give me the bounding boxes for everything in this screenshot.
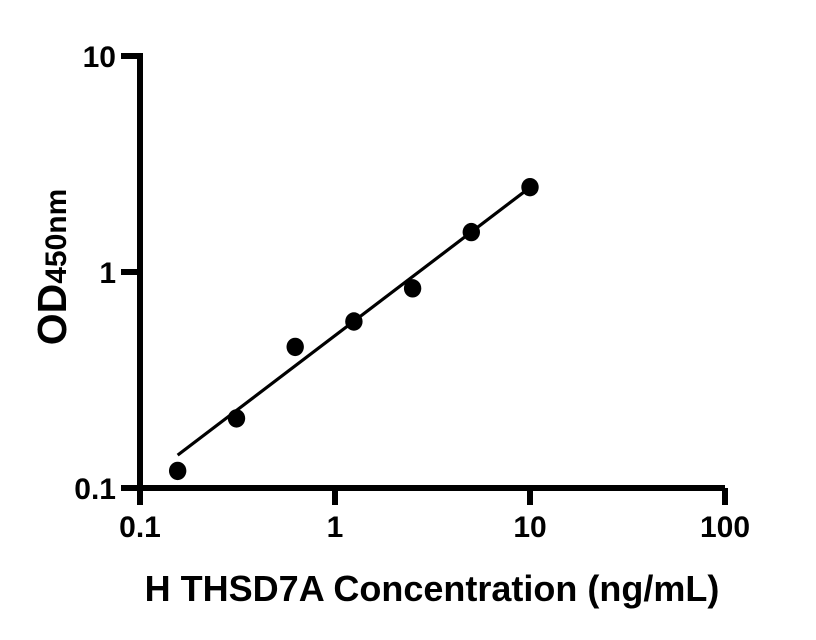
x-axis-ticks: 0.1 1 10 100	[119, 488, 750, 544]
x-tick-label: 1	[327, 511, 344, 544]
data-point	[403, 279, 422, 298]
x-tick-label: 0.1	[119, 511, 161, 544]
y-axis-ticks: 0.1 1 10	[74, 41, 143, 506]
data-point	[345, 312, 363, 331]
y-axis-title-subscript: 450nm	[40, 189, 73, 284]
y-axis-title-main: OD	[29, 284, 75, 346]
data-point	[227, 409, 246, 428]
y-axis-title: OD450nm	[29, 189, 75, 346]
data-point	[521, 177, 539, 197]
x-axis-title: H THSD7A Concentration (ng/mL)	[145, 568, 720, 609]
data-point	[462, 222, 480, 242]
data-points-group	[168, 177, 539, 481]
data-point	[168, 461, 187, 481]
x-tick-label: 100	[700, 511, 750, 544]
y-tick-label: 1	[99, 257, 116, 290]
y-tick-label: 0.1	[74, 473, 116, 506]
x-tick-label: 10	[513, 511, 546, 544]
y-tick-label: 10	[83, 41, 116, 74]
data-point	[286, 337, 304, 357]
